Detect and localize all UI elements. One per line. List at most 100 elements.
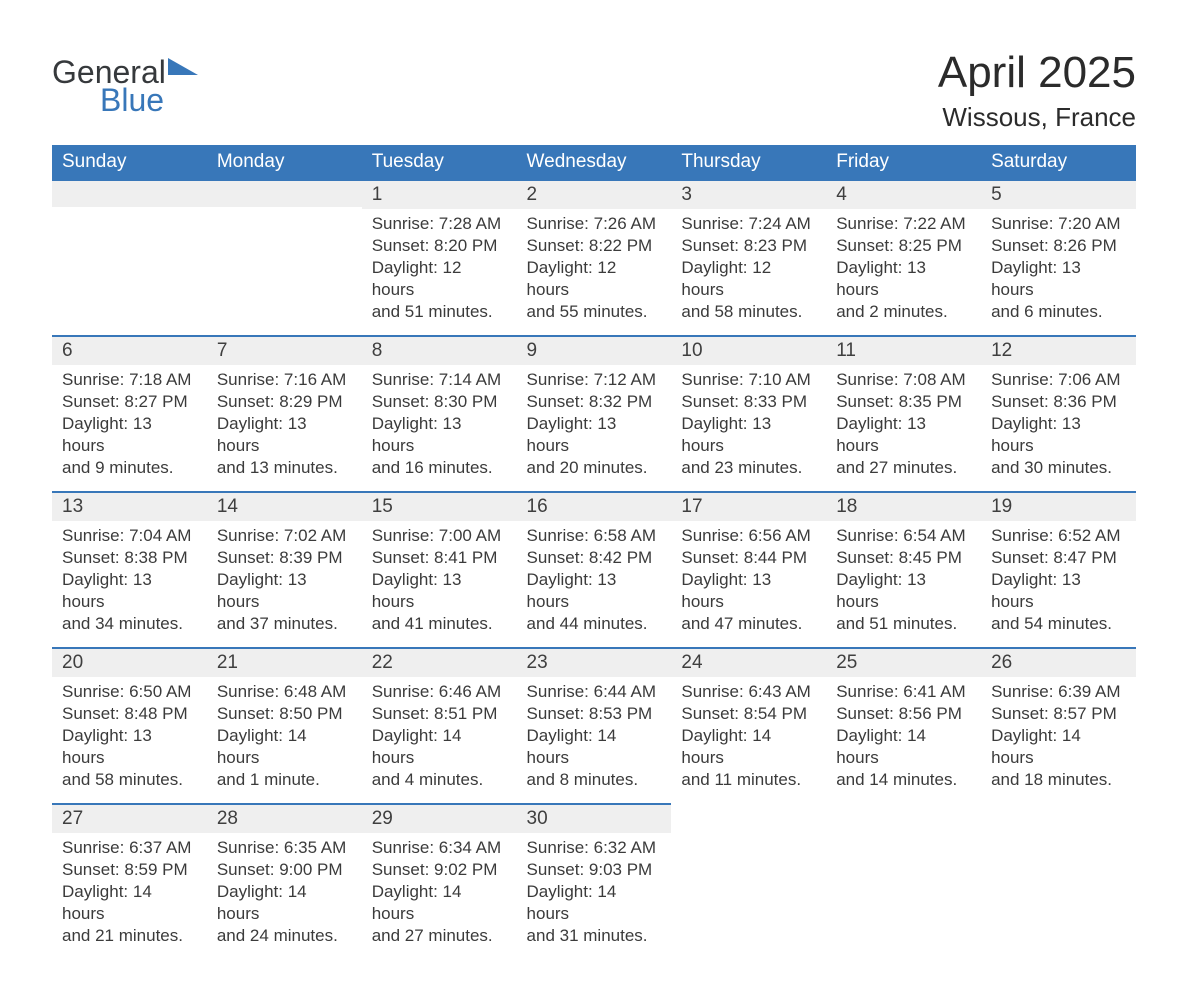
day-info-sunrise: Sunrise: 7:12 AM [527,369,662,391]
day-cell: 10Sunrise: 7:10 AMSunset: 8:33 PMDayligh… [671,335,826,491]
day-info-sunset: Sunset: 8:29 PM [217,391,352,413]
day-info-daylight2: and 1 minute. [217,769,352,791]
day-header-thursday: Thursday [671,145,826,179]
day-info-daylight1: Daylight: 13 hours [527,569,662,613]
day-number-bar: 15 [362,491,517,521]
day-info-sunset: Sunset: 8:33 PM [681,391,816,413]
day-info-sunrise: Sunrise: 6:41 AM [836,681,971,703]
day-cell: 29Sunrise: 6:34 AMSunset: 9:02 PMDayligh… [362,803,517,959]
day-info-daylight2: and 27 minutes. [836,457,971,479]
day-info-sunrise: Sunrise: 7:10 AM [681,369,816,391]
day-cell: 6Sunrise: 7:18 AMSunset: 8:27 PMDaylight… [52,335,207,491]
day-cell: 19Sunrise: 6:52 AMSunset: 8:47 PMDayligh… [981,491,1136,647]
day-info-daylight1: Daylight: 13 hours [217,413,352,457]
day-cell: 23Sunrise: 6:44 AMSunset: 8:53 PMDayligh… [517,647,672,803]
day-header-monday: Monday [207,145,362,179]
day-info-daylight2: and 34 minutes. [62,613,197,635]
day-cell [207,179,362,335]
day-info-daylight1: Daylight: 13 hours [217,569,352,613]
day-info-daylight2: and 58 minutes. [681,301,816,323]
day-info-sunset: Sunset: 8:57 PM [991,703,1126,725]
day-info-sunrise: Sunrise: 7:26 AM [527,213,662,235]
day-header-wednesday: Wednesday [517,145,672,179]
day-info: Sunrise: 7:26 AMSunset: 8:22 PMDaylight:… [517,209,672,331]
day-info-daylight2: and 4 minutes. [372,769,507,791]
day-number: 30 [527,808,548,829]
day-number: 17 [681,496,702,517]
week-row: 27Sunrise: 6:37 AMSunset: 8:59 PMDayligh… [52,803,1136,959]
day-number-bar: 25 [826,647,981,677]
day-info-sunset: Sunset: 8:54 PM [681,703,816,725]
day-info-sunset: Sunset: 8:42 PM [527,547,662,569]
day-info: Sunrise: 6:48 AMSunset: 8:50 PMDaylight:… [207,677,362,799]
day-info-daylight1: Daylight: 14 hours [217,881,352,925]
day-number-bar: 11 [826,335,981,365]
day-info-sunrise: Sunrise: 7:00 AM [372,525,507,547]
day-info: Sunrise: 6:54 AMSunset: 8:45 PMDaylight:… [826,521,981,643]
day-number-bar: 29 [362,803,517,833]
day-cell [826,803,981,959]
day-number: 12 [991,340,1012,361]
day-cell: 20Sunrise: 6:50 AMSunset: 8:48 PMDayligh… [52,647,207,803]
day-cell [671,803,826,959]
day-number: 20 [62,652,83,673]
title-container: April 2025 Wissous, France [938,48,1136,133]
day-info-daylight1: Daylight: 13 hours [991,569,1126,613]
day-number-bar: 19 [981,491,1136,521]
day-info-daylight2: and 18 minutes. [991,769,1126,791]
day-number: 25 [836,652,857,673]
day-info-daylight2: and 2 minutes. [836,301,971,323]
day-info-sunset: Sunset: 9:03 PM [527,859,662,881]
day-number-bar: 8 [362,335,517,365]
day-info-sunset: Sunset: 8:39 PM [217,547,352,569]
day-cell: 5 Sunrise: 7:20 AMSunset: 8:26 PMDaylight… [981,179,1136,335]
day-number: 11 [836,340,856,361]
day-info-sunset: Sunset: 8:59 PM [62,859,197,881]
day-info-sunrise: Sunrise: 7:20 AM [991,213,1126,235]
day-cell: 1Sunrise: 7:28 AMSunset: 8:20 PMDaylight… [362,179,517,335]
day-number: 26 [991,652,1012,673]
day-number: 9 [527,340,538,361]
day-header-saturday: Saturday [981,145,1136,179]
day-info-sunrise: Sunrise: 6:56 AM [681,525,816,547]
day-number: 29 [372,808,393,829]
day-info-sunset: Sunset: 8:53 PM [527,703,662,725]
day-info-sunset: Sunset: 8:23 PM [681,235,816,257]
day-info-daylight2: and 21 minutes. [62,925,197,947]
day-info-sunset: Sunset: 8:47 PM [991,547,1126,569]
day-info-sunrise: Sunrise: 7:18 AM [62,369,197,391]
day-info-daylight1: Daylight: 13 hours [836,569,971,613]
day-info-daylight1: Daylight: 12 hours [527,257,662,301]
day-info-sunset: Sunset: 8:30 PM [372,391,507,413]
day-info-daylight1: Daylight: 12 hours [681,257,816,301]
day-cell: 12Sunrise: 7:06 AMSunset: 8:36 PMDayligh… [981,335,1136,491]
day-info-sunrise: Sunrise: 6:35 AM [217,837,352,859]
day-cell: 25Sunrise: 6:41 AMSunset: 8:56 PMDayligh… [826,647,981,803]
day-number-bar [52,179,207,207]
day-info-sunset: Sunset: 8:51 PM [372,703,507,725]
day-cell: 17Sunrise: 6:56 AMSunset: 8:44 PMDayligh… [671,491,826,647]
day-info: Sunrise: 7:04 AMSunset: 8:38 PMDaylight:… [52,521,207,643]
day-number-bar: 5 [981,179,1136,209]
day-info-sunrise: Sunrise: 7:08 AM [836,369,971,391]
day-info-sunrise: Sunrise: 6:58 AM [527,525,662,547]
day-info-sunrise: Sunrise: 7:14 AM [372,369,507,391]
day-cell: 13Sunrise: 7:04 AMSunset: 8:38 PMDayligh… [52,491,207,647]
day-number: 19 [991,496,1012,517]
day-info: Sunrise: 7:16 AMSunset: 8:29 PMDaylight:… [207,365,362,487]
day-cell: 9Sunrise: 7:12 AMSunset: 8:32 PMDaylight… [517,335,672,491]
day-number: 7 [217,340,228,361]
day-info-sunset: Sunset: 8:36 PM [991,391,1126,413]
day-info: Sunrise: 7:20 AMSunset: 8:26 PMDaylight:… [981,209,1136,331]
day-info-sunrise: Sunrise: 6:54 AM [836,525,971,547]
day-number-bar: 7 [207,335,362,365]
day-header-friday: Friday [826,145,981,179]
month-title: April 2025 [938,48,1136,98]
day-number-bar: 23 [517,647,672,677]
day-number: 5 [991,184,1002,205]
day-cell: 28Sunrise: 6:35 AMSunset: 9:00 PMDayligh… [207,803,362,959]
day-info-sunset: Sunset: 8:44 PM [681,547,816,569]
day-info-daylight2: and 37 minutes. [217,613,352,635]
day-info-daylight2: and 54 minutes. [991,613,1126,635]
day-info-daylight2: and 23 minutes. [681,457,816,479]
